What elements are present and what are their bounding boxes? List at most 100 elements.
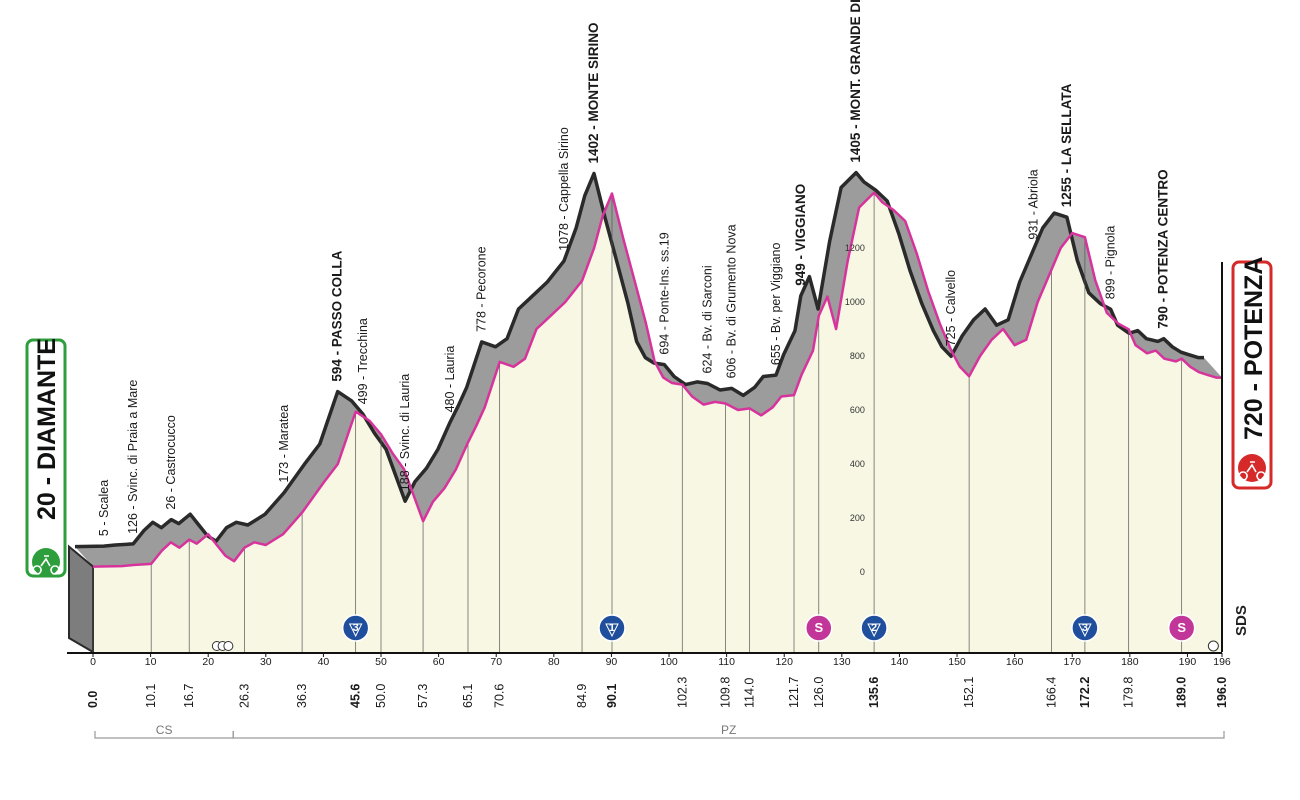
x-tick-label: 120 (775, 656, 793, 668)
km-marker-label: 10.1 (144, 684, 158, 708)
waypoint-label: 1078 - Cappella Sirino (557, 127, 571, 251)
climb-badge-label: 1 (609, 622, 615, 634)
x-tick-label: 160 (1006, 656, 1024, 668)
waypoint-label: 655 - Bv. per Viggiano (769, 243, 783, 366)
climb-badge (860, 614, 888, 642)
km-marker-label: 70.6 (493, 684, 507, 708)
km-marker-label: 65.1 (461, 684, 475, 708)
region-brackets: CS PZ (94, 723, 1225, 739)
x-tick-label: 0 (90, 656, 96, 668)
y-tick-label: 0 (860, 567, 865, 577)
x-tick-label: 150 (948, 656, 966, 668)
profile-fill (93, 192, 1222, 652)
waypoint-label: 606 - Bv. di Grumento Nova (725, 224, 739, 378)
x-tick-label: 130 (833, 656, 851, 668)
y-tick-label: 1200 (845, 243, 865, 253)
waypoint-label: 26 - Castrocucco (164, 415, 178, 510)
waypoint-label: 899 - Pignola (1104, 226, 1118, 300)
km-marker-label: 0.0 (86, 691, 100, 708)
climb-badge-label: 3 (1082, 622, 1088, 634)
road-line (92, 191, 1222, 568)
km-marker-label: 152.1 (962, 677, 976, 708)
waypoint-label: 624 - Bv. di Sarconi (701, 265, 715, 373)
climb-badge-label: 3 (353, 622, 359, 634)
y-tick-label: 200 (850, 513, 865, 523)
x-tick-label: 40 (318, 656, 330, 668)
km-marker-label: 26.3 (238, 684, 252, 708)
km-marker-label: 166.4 (1045, 677, 1059, 708)
waypoint-labels: 5 - Scalea 126 - Svinc. di Praia a Mare 26… (97, 0, 1171, 536)
x-tick-label: 170 (1063, 656, 1081, 668)
waypoint-label: 594 - PASSO COLLA (330, 250, 345, 381)
km-marker-label: 16.7 (182, 684, 196, 708)
km-marker-label: 102.3 (675, 677, 689, 708)
km-marker-label: 114.0 (743, 678, 757, 708)
climb-badge-triangle (1078, 623, 1092, 638)
km-marker-label: 189.0 (1175, 677, 1189, 708)
x-tick-label: 110 (718, 656, 735, 668)
climb-badge-triangle (605, 623, 619, 638)
km-marker-labels: 0.0 10.1 16.7 26.3 36.3 45.6 50.0 57.3 65.1 70.6 8… (86, 677, 1229, 708)
finish-label: 720 - POTENZA (1240, 257, 1268, 440)
x-tick-label: 60 (433, 656, 445, 668)
y-tick-label: 600 (850, 405, 865, 415)
waypoint-label: 126 - Svinc. di Praia a Mare (126, 380, 140, 534)
climb-badge-triangle (867, 623, 881, 638)
x-tick-label: 190 (1179, 656, 1197, 668)
profile-relief (68, 170, 1222, 654)
start-block-face (68, 544, 94, 654)
waypoint-label: 931 - Abriola (1027, 169, 1041, 239)
climb-badge (341, 614, 370, 642)
waypoint-label: 949 - VIGGIANO (793, 184, 808, 286)
start-cyclist-icon (32, 548, 60, 576)
climb-sprint-badges: 3 1 2 3 S S (211, 614, 1219, 652)
x-tick-label: 20 (202, 656, 214, 668)
region-bracket (232, 731, 1225, 739)
y-tick-label: 800 (850, 351, 865, 361)
km-marker-label: 179.8 (1122, 677, 1136, 708)
finish-cyclist-glyph (1238, 461, 1266, 481)
waypoint-label: 694 - Ponte-Ins. ss.19 (657, 232, 671, 354)
relief-top-edge (74, 170, 1204, 549)
x-tick-label: 100 (660, 656, 678, 668)
profile-area (93, 192, 1222, 652)
y-tick-label: 400 (850, 459, 865, 469)
x-tick-label: 140 (891, 656, 909, 668)
x-tick-label: 50 (375, 656, 387, 668)
waypoint-label: 1402 - MONTE SIRINO (586, 22, 601, 163)
start-label: 20 - DIAMANTE (33, 338, 61, 520)
x-tick-label: 70 (490, 656, 502, 668)
climb-badge-label: 2 (871, 622, 877, 634)
km-marker-label: 196.0 (1215, 677, 1229, 708)
km-marker-label: 36.3 (295, 684, 309, 708)
y-tick-label: 1000 (845, 297, 865, 307)
x-axis: 0 10 20 30 40 50 60 70 80 90 100 110 120 130 140 150 160… (67, 652, 1231, 668)
km-marker-label: 121.7 (787, 677, 801, 708)
sprint-badge-label: S (814, 620, 823, 635)
profile-road-line (92, 191, 1222, 568)
finish-flag: 720 - POTENZA (1231, 257, 1273, 490)
y-axis: 0 200 400 600 800 1000 1200 (845, 243, 1223, 652)
km-marker-label: 84.9 (575, 684, 589, 708)
km-marker-label: 90.1 (605, 684, 619, 708)
start-flag: 20 - DIAMANTE (25, 338, 67, 578)
km-marker-label: 57.3 (416, 684, 430, 708)
relief-band (75, 172, 1222, 567)
x-tick-label: 196 (1213, 656, 1231, 668)
waypoint-label: 790 - POTENZA CENTRO (1156, 169, 1171, 328)
waypoint-label: 725 - Calvello (944, 270, 958, 346)
waypoint-label: 5 - Scalea (97, 480, 111, 536)
climb-badge (1071, 614, 1099, 642)
sds-logo: SDS (1233, 605, 1250, 636)
finish-flag-box (1231, 260, 1273, 490)
climb-badge-triangle (348, 623, 363, 638)
km-marker-label: 109.8 (719, 677, 733, 708)
km-marker-label: 126.0 (812, 677, 826, 708)
km-marker-label: 172.2 (1078, 677, 1092, 708)
x-tick-label: 10 (145, 656, 157, 668)
start-cyclist-glyph (32, 555, 60, 575)
waypoint-label: 1255 - LA SELLATA (1059, 83, 1074, 207)
ring-marker (1207, 640, 1219, 652)
km-marker-label: 45.6 (349, 684, 363, 708)
waypoint-label: 188 - Svinc. di Lauria (398, 374, 412, 491)
